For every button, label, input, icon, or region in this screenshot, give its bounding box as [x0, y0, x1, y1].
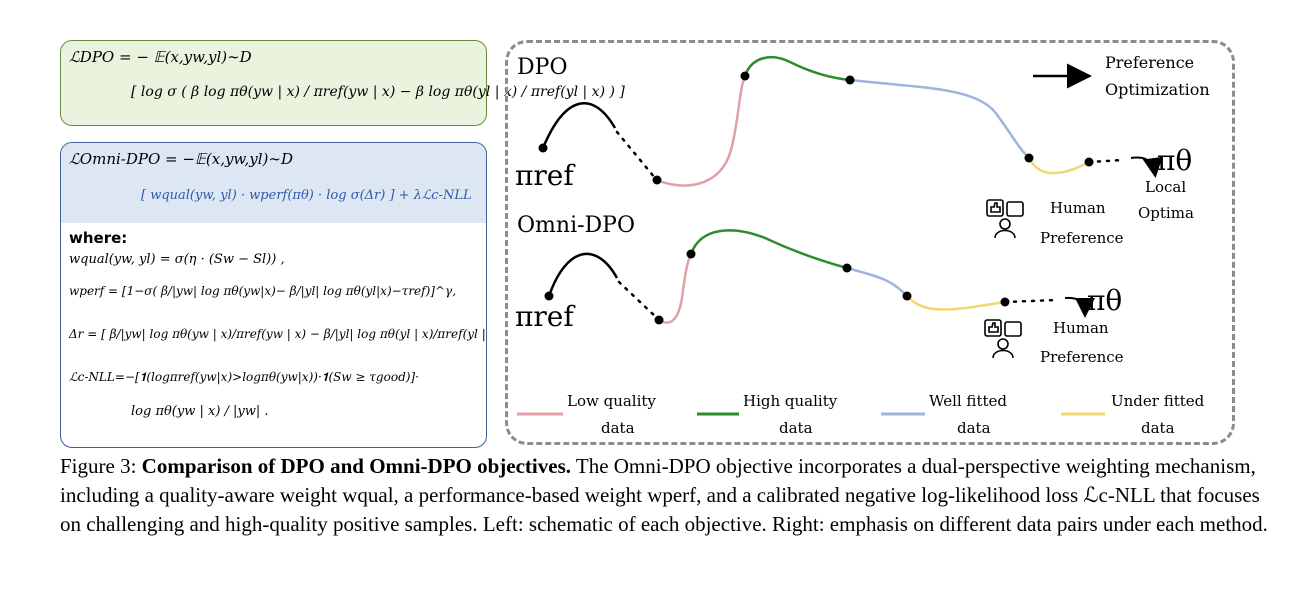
- dpo-well-fitted-segment: [849, 78, 1030, 159]
- caption-body: The Omni-DPO objective incorporates a du…: [60, 454, 1268, 536]
- omni-node-3: [842, 263, 852, 273]
- c-nll-definition-b: log πθ(yw | x) / |yw| .: [131, 404, 269, 419]
- dpo-node-4: [1024, 153, 1034, 163]
- pref-opt-line2: Optimization: [1105, 80, 1210, 99]
- caption-bold-title: Comparison of DPO and Omni-DPO objective…: [141, 454, 571, 478]
- omni-high-quality-segment: [689, 229, 848, 270]
- omni-low-quality-segment: [658, 253, 693, 324]
- dpo-end-dots: [1087, 158, 1125, 164]
- legend-under-fitted-line1: Under fitted: [1111, 392, 1205, 410]
- human-pref-2-line2: Preference: [1040, 348, 1124, 366]
- legend-under-fitted-line2: data: [1141, 419, 1175, 437]
- local-optima-line1: Local: [1145, 178, 1186, 196]
- omni-arrow: [1064, 296, 1095, 318]
- dpo-under-fitted-segment: [1027, 157, 1090, 175]
- omni-loss-line2: [ wqual(yw, yl) · wperf(πθ) · log σ(Δr) …: [141, 188, 472, 203]
- human-pref-1-line1: Human: [1050, 199, 1106, 217]
- omni-well-fitted-segment: [846, 266, 908, 297]
- omni-node-1: [654, 315, 664, 325]
- dpo-loss-line2: [ log σ ( β log πθ(yw | x) / πref(yw | x…: [131, 84, 625, 100]
- w-qual-definition: wqual(yw, yl) = σ(η · (Sw − Sl)) ,: [69, 252, 285, 267]
- dpo-node-5: [1084, 157, 1094, 167]
- dpo-pi-theta: πθ: [1157, 144, 1192, 177]
- dpo-objective-box: ℒDPO = − 𝔼(x,yw,yl)∼D [ log σ ( β log πθ…: [60, 40, 625, 126]
- omni-nodes: [544, 249, 1010, 325]
- emphasis-diagram: DPO πref πθ Preference Optimization Loca…: [515, 53, 1210, 437]
- dpo-node-1: [652, 175, 662, 185]
- caption-prefix: Figure 3:: [60, 454, 142, 478]
- where-label: where:: [69, 229, 128, 247]
- w-perf-definition: wperf = [1−σ( β/|yw| log πθ(yw|x)− β/|yl…: [69, 284, 457, 298]
- legend-low-quality-line2: data: [601, 419, 635, 437]
- omni-pi-ref: πref: [515, 300, 576, 333]
- legend-low-quality-line1: Low quality: [567, 392, 656, 410]
- human-pref-1-line2: Preference: [1040, 229, 1124, 247]
- dpo-loss-line1: ℒDPO = − 𝔼(x,yw,yl)∼D: [69, 48, 252, 66]
- legend: Low quality data High quality data Well …: [517, 392, 1205, 437]
- omni-dotted-link: [617, 280, 659, 320]
- omni-node-ref: [544, 291, 554, 301]
- omni-dpo-objective-box: ℒOmni-DPO = −𝔼(x,yw,yl)∼D [ wqual(yw, yl…: [60, 142, 487, 448]
- dpo-nodes: [538, 71, 1094, 185]
- dpo-node-2: [740, 71, 750, 81]
- dpo-node-3: [845, 75, 855, 85]
- omni-ref-arc: [547, 252, 619, 297]
- legend-high-quality-line1: High quality: [743, 392, 838, 410]
- omni-node-4: [902, 291, 912, 301]
- dpo-dotted-link: [615, 130, 657, 180]
- omni-node-2: [686, 249, 696, 259]
- legend-well-fitted-line2: data: [957, 419, 991, 437]
- omni-pi-theta: πθ: [1087, 284, 1122, 317]
- local-optima-line2: Optima: [1138, 204, 1194, 222]
- omni-under-fitted-segment: [906, 295, 1006, 311]
- omni-end-dots: [1003, 298, 1059, 304]
- dpo-pi-ref: πref: [515, 159, 576, 192]
- legend-well-fitted-line1: Well fitted: [929, 392, 1007, 410]
- omni-loss-line1: ℒOmni-DPO = −𝔼(x,yw,yl)∼D: [69, 150, 293, 168]
- dpo-row-label: DPO: [517, 55, 567, 80]
- legend-high-quality-line2: data: [779, 419, 813, 437]
- human-preference-icon: [984, 319, 1022, 359]
- delta-r-definition: Δr = [ β/|yw| log πθ(yw | x)/πref(yw | x…: [69, 327, 487, 341]
- figure-caption: Figure 3: Comparison of DPO and Omni-DPO…: [60, 452, 1275, 539]
- dpo-node-ref: [538, 143, 548, 153]
- dpo-low-quality-segment: [656, 75, 747, 187]
- omni-row-label: Omni-DPO: [517, 213, 635, 238]
- diagram-frame: [505, 40, 1235, 445]
- pref-opt-line1: Preference: [1105, 53, 1194, 72]
- human-preference-icon: [986, 199, 1024, 239]
- dpo-high-quality-segment: [743, 56, 851, 82]
- dpo-local-optima-arrow: [1130, 156, 1163, 178]
- omni-dpo-header-band: [61, 143, 486, 223]
- omni-node-5: [1000, 297, 1010, 307]
- dpo-ref-arc: [541, 102, 617, 149]
- human-pref-2-line1: Human: [1053, 319, 1109, 337]
- c-nll-definition-a: ℒc-NLL=−[𝟏(logπref(yw|x)>logπθ(yw|x))·𝟏(…: [69, 370, 419, 384]
